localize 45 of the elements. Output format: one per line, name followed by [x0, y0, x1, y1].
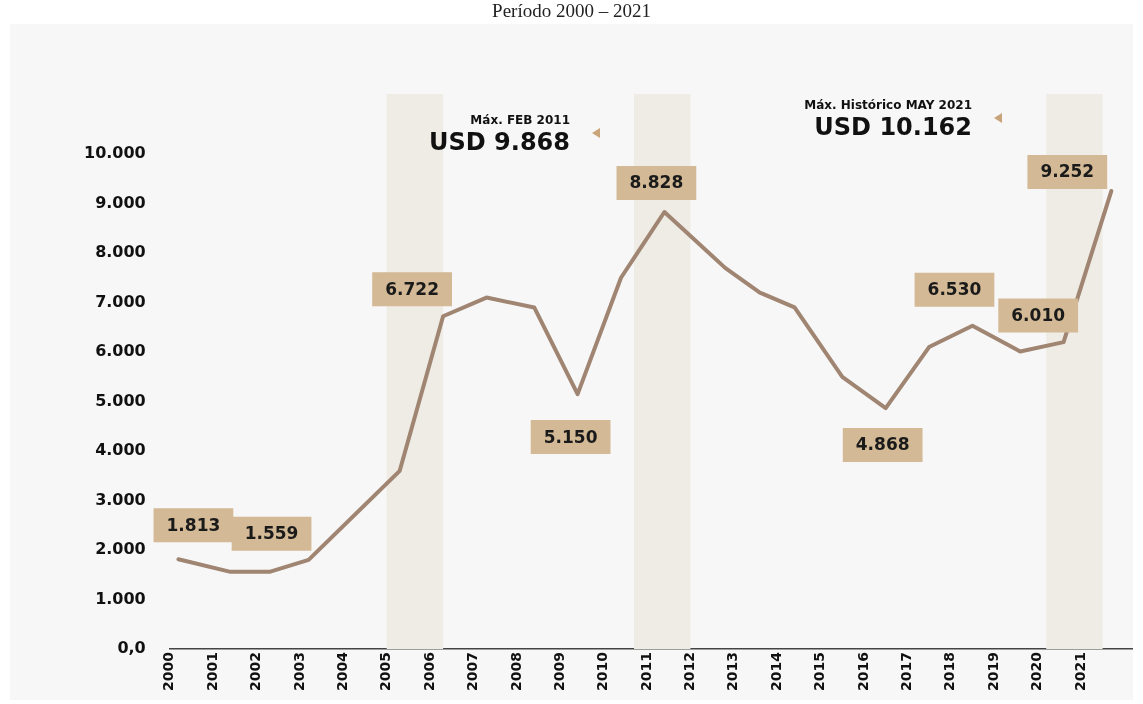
- y-tick-label: 8.000: [95, 242, 146, 262]
- y-tick-label: 10.000: [83, 143, 146, 163]
- x-tick-label: 2007: [464, 652, 481, 691]
- y-tick-label: 3.000: [95, 489, 146, 509]
- y-tick-label: 5.000: [95, 390, 146, 410]
- x-tick-label: 2019: [984, 652, 1001, 691]
- x-tick-label: 2005: [377, 652, 394, 691]
- x-tick-label: 2003: [290, 652, 307, 691]
- y-tick-label: 0,0: [117, 638, 146, 658]
- annotation: Máx. FEB 2011 USD 9.868: [429, 113, 570, 156]
- annotation: 5.150: [543, 426, 598, 447]
- x-tick-label: 2006: [420, 652, 437, 691]
- y-tick-label: 1.000: [95, 588, 146, 608]
- annotation: 1.813: [166, 514, 221, 535]
- x-tick-label: 2001: [203, 652, 220, 691]
- x-tick-label: 2009: [550, 652, 567, 691]
- annotation: 8.828: [629, 172, 684, 193]
- y-tick-label: 7.000: [95, 291, 146, 311]
- x-tick-label: 2021: [1071, 652, 1088, 691]
- x-tick-label: 2016: [854, 652, 871, 691]
- y-tick-label: 2.000: [95, 539, 146, 559]
- x-tick-label: 2020: [1028, 651, 1045, 691]
- x-tick-label: 2014: [767, 651, 784, 691]
- x-tick-label: 2004: [333, 651, 350, 691]
- y-tick-label: 9.000: [95, 192, 146, 212]
- annotation: 6.722: [385, 278, 439, 299]
- x-tick-label: 2000: [160, 651, 177, 691]
- x-tick-label: 2011: [637, 652, 654, 691]
- x-tick-label: 2002: [247, 652, 264, 691]
- annotation: 4.868: [855, 434, 910, 455]
- annotation: 9.252: [1040, 161, 1095, 182]
- x-tick-label: 2018: [941, 652, 958, 691]
- x-tick-label: 2013: [724, 652, 741, 691]
- x-tick-label: 2012: [681, 652, 698, 691]
- annotation: 1.559: [244, 523, 299, 544]
- y-tick-label: 4.000: [95, 440, 146, 460]
- text: Máx. Histórico MAY 2021 USD 10.162: [804, 98, 972, 141]
- x-tick-label: 2008: [507, 652, 524, 691]
- annotation: 6.010: [1011, 304, 1066, 325]
- x-tick-label: 2010: [594, 651, 611, 691]
- annotation: 6.530: [927, 279, 982, 300]
- chart-title: Período 2000 – 2021: [491, 0, 652, 22]
- x-tick-label: 2017: [898, 652, 915, 691]
- x-tick-label: 2015: [811, 652, 828, 691]
- y-tick-label: 6.000: [95, 341, 146, 361]
